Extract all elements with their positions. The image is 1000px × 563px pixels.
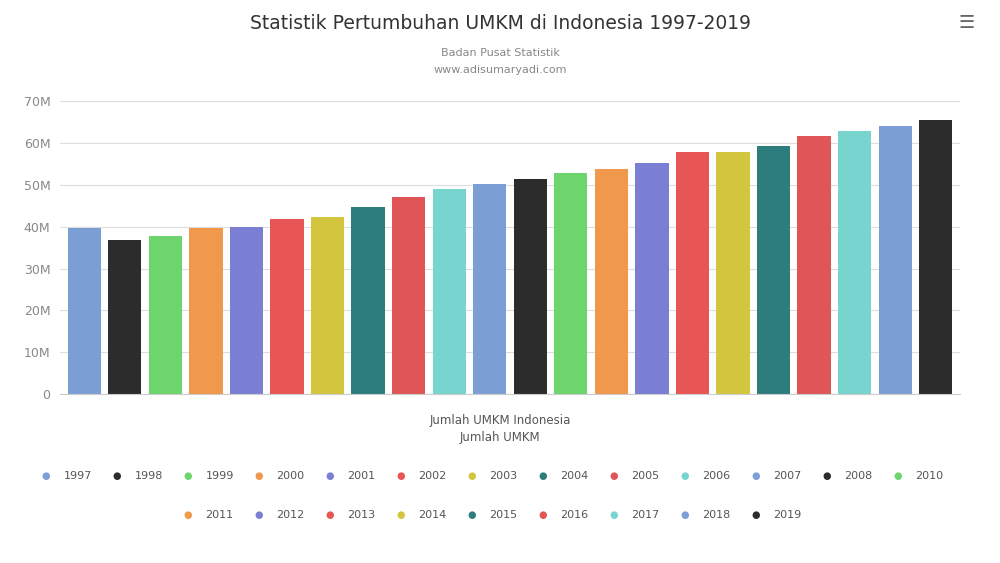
Text: 1998: 1998 bbox=[135, 471, 163, 481]
Text: 2019: 2019 bbox=[774, 510, 802, 520]
Text: 1999: 1999 bbox=[206, 471, 234, 481]
Text: ●: ● bbox=[751, 510, 760, 520]
Text: ●: ● bbox=[254, 471, 263, 481]
Bar bbox=[392, 198, 425, 394]
Text: ●: ● bbox=[467, 510, 476, 520]
Text: www.adisumaryadi.com: www.adisumaryadi.com bbox=[433, 65, 567, 75]
Bar bbox=[635, 163, 669, 394]
Text: 2016: 2016 bbox=[561, 510, 589, 520]
Text: ●: ● bbox=[396, 471, 405, 481]
Bar bbox=[230, 227, 263, 394]
Text: ●: ● bbox=[609, 510, 618, 520]
Bar bbox=[716, 152, 750, 394]
Text: 2012: 2012 bbox=[277, 510, 305, 520]
Text: ●: ● bbox=[325, 471, 334, 481]
Bar bbox=[757, 146, 790, 394]
Text: ●: ● bbox=[325, 510, 334, 520]
Text: Jumlah UMKM: Jumlah UMKM bbox=[460, 431, 540, 444]
Text: 1997: 1997 bbox=[64, 471, 92, 481]
Bar bbox=[351, 207, 385, 394]
Text: ●: ● bbox=[609, 471, 618, 481]
Bar bbox=[433, 189, 466, 394]
Bar bbox=[189, 228, 223, 394]
Bar bbox=[919, 120, 952, 394]
Bar bbox=[473, 184, 506, 394]
Bar bbox=[270, 219, 304, 394]
Text: ●: ● bbox=[893, 471, 902, 481]
Text: ●: ● bbox=[680, 510, 689, 520]
Text: ●: ● bbox=[112, 471, 121, 481]
Text: 2008: 2008 bbox=[845, 471, 873, 481]
Text: ●: ● bbox=[538, 510, 547, 520]
Text: ●: ● bbox=[41, 471, 50, 481]
Text: 2017: 2017 bbox=[632, 510, 660, 520]
Bar bbox=[838, 131, 871, 394]
Bar bbox=[514, 179, 547, 394]
Text: 2007: 2007 bbox=[774, 471, 802, 481]
Text: ●: ● bbox=[822, 471, 831, 481]
Text: 2002: 2002 bbox=[419, 471, 447, 481]
Text: ●: ● bbox=[183, 471, 192, 481]
Bar bbox=[676, 152, 709, 394]
Text: 2010: 2010 bbox=[916, 471, 944, 481]
Text: 2013: 2013 bbox=[348, 510, 376, 520]
Bar bbox=[311, 217, 344, 394]
Bar bbox=[797, 136, 831, 394]
Text: ●: ● bbox=[254, 510, 263, 520]
Text: 2005: 2005 bbox=[632, 471, 660, 481]
Text: 2001: 2001 bbox=[348, 471, 376, 481]
Text: 2015: 2015 bbox=[490, 510, 518, 520]
Text: 2004: 2004 bbox=[561, 471, 589, 481]
Bar bbox=[595, 169, 628, 394]
Text: Badan Pusat Statistik: Badan Pusat Statistik bbox=[441, 48, 559, 58]
Bar bbox=[149, 236, 182, 394]
Text: ●: ● bbox=[467, 471, 476, 481]
Text: ●: ● bbox=[396, 510, 405, 520]
Text: Statistik Pertumbuhan UMKM di Indonesia 1997-2019: Statistik Pertumbuhan UMKM di Indonesia … bbox=[250, 14, 750, 33]
Text: ●: ● bbox=[538, 471, 547, 481]
Text: 2011: 2011 bbox=[206, 510, 234, 520]
Text: ☰: ☰ bbox=[959, 14, 975, 32]
Text: Jumlah UMKM Indonesia: Jumlah UMKM Indonesia bbox=[429, 414, 571, 427]
Bar bbox=[68, 228, 101, 394]
Text: 2006: 2006 bbox=[703, 471, 731, 481]
Text: 2014: 2014 bbox=[419, 510, 447, 520]
Bar bbox=[554, 173, 587, 394]
Bar bbox=[108, 240, 141, 394]
Text: 2000: 2000 bbox=[277, 471, 305, 481]
Text: ●: ● bbox=[751, 471, 760, 481]
Bar bbox=[879, 126, 912, 394]
Text: 2003: 2003 bbox=[490, 471, 518, 481]
Text: 2018: 2018 bbox=[703, 510, 731, 520]
Text: ●: ● bbox=[680, 471, 689, 481]
Text: ●: ● bbox=[183, 510, 192, 520]
